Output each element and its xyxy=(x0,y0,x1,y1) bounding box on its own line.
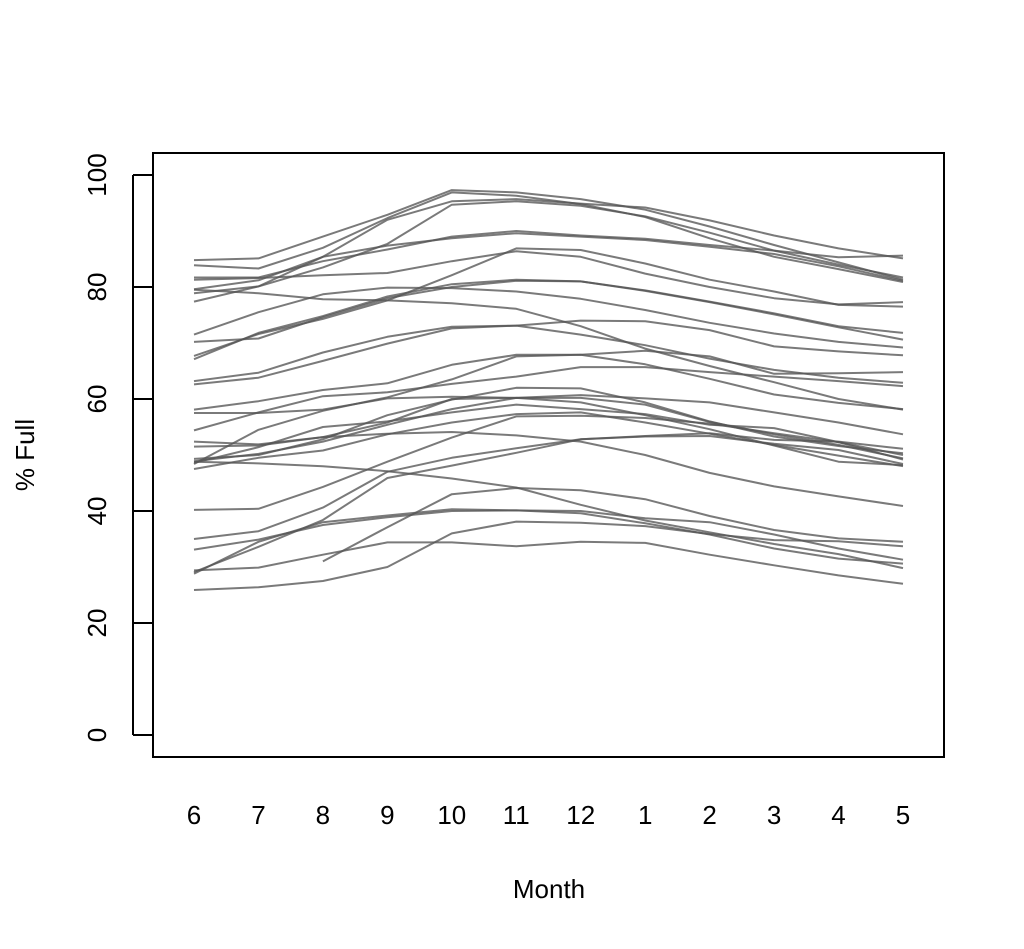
series-line-27 xyxy=(193,432,904,540)
series-line-20 xyxy=(193,386,904,460)
y-tick-label-20: 20 xyxy=(82,609,112,638)
x-tick-label-12: 12 xyxy=(566,800,595,830)
series-line-7 xyxy=(193,200,904,303)
y-tick-label-40: 40 xyxy=(82,497,112,526)
x-tick-label-5: 5 xyxy=(896,800,910,830)
y-tick-label-60: 60 xyxy=(82,385,112,414)
x-tick-label-4: 4 xyxy=(831,800,845,830)
x-axis-title: Month xyxy=(513,874,585,904)
y-tick-label-80: 80 xyxy=(82,273,112,302)
series-line-31 xyxy=(193,540,904,585)
series-line-12 xyxy=(193,278,904,361)
series-line-30 xyxy=(193,508,904,575)
series-line-24 xyxy=(193,353,904,465)
series-line-19 xyxy=(193,431,904,507)
y-axis: 0 20 40 60 80 100 xyxy=(82,153,153,742)
x-tick-label-6: 6 xyxy=(187,800,201,830)
x-tick-label-3: 3 xyxy=(767,800,781,830)
y-tick-label-100: 100 xyxy=(82,153,112,196)
series-line-25 xyxy=(193,411,904,470)
series-line-22 xyxy=(193,460,904,570)
series-line-23 xyxy=(193,403,904,464)
series-line-13 xyxy=(193,319,904,383)
series-line-32 xyxy=(193,520,904,591)
series-line-4 xyxy=(193,250,904,306)
series-line-2 xyxy=(193,191,904,283)
series-line-28 xyxy=(193,509,904,565)
series-line-6 xyxy=(193,232,904,295)
plot-area-frame xyxy=(152,152,945,758)
x-tick-label-11: 11 xyxy=(503,800,530,830)
series-line-14 xyxy=(193,324,904,386)
series-line-3 xyxy=(194,230,904,279)
series-line-16 xyxy=(194,394,904,436)
series-line-9 xyxy=(193,286,904,349)
series-line-26 xyxy=(193,414,904,511)
x-tick-label-9: 9 xyxy=(380,800,394,830)
series-line-8 xyxy=(193,288,904,411)
x-tick-label-1: 1 xyxy=(638,800,652,830)
x-axis: 6 7 8 9 10 11 12 1 2 3 4 5 xyxy=(187,800,910,830)
x-tick-label-8: 8 xyxy=(316,800,330,830)
x-tick-label-10: 10 xyxy=(437,800,466,830)
series-layer xyxy=(193,189,904,591)
series-line-11 xyxy=(193,247,904,357)
y-axis-title: % Full xyxy=(10,419,40,491)
series-line-33 xyxy=(322,487,904,563)
x-tick-label-7: 7 xyxy=(251,800,265,830)
x-tick-label-2: 2 xyxy=(702,800,716,830)
series-line-21 xyxy=(193,396,904,467)
series-line-17 xyxy=(193,366,904,432)
series-line-10 xyxy=(193,279,904,343)
y-tick-label-0: 0 xyxy=(82,728,112,742)
series-line-1 xyxy=(193,189,904,281)
